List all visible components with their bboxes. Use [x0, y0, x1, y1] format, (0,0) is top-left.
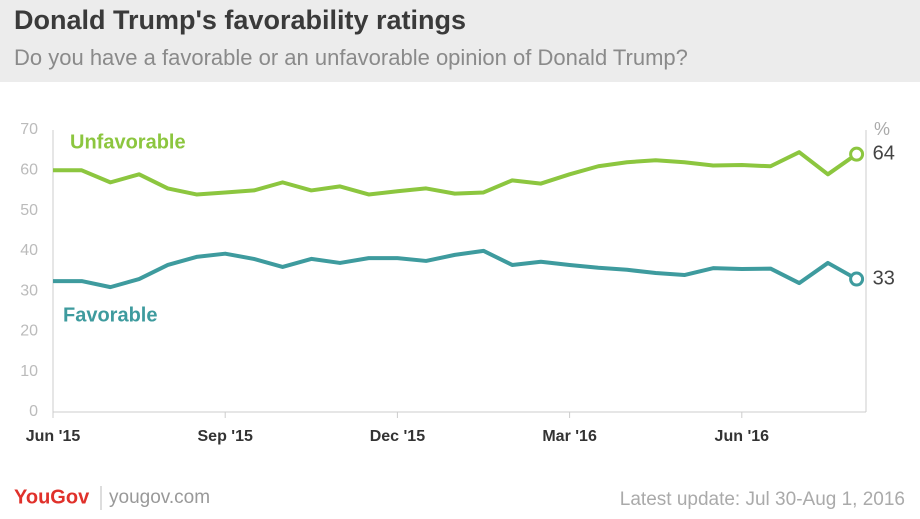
y-unit: % — [874, 119, 890, 139]
y-tick-label: 10 — [20, 363, 38, 380]
y-tick-label: 60 — [20, 162, 38, 179]
y-tick-label: 40 — [20, 242, 38, 259]
x-tick-label: Sep '15 — [198, 428, 253, 445]
end-marker — [849, 271, 865, 287]
series-line — [53, 248, 858, 290]
x-tick-label: Dec '15 — [370, 428, 426, 445]
x-tick-label: Jun '16 — [715, 428, 770, 445]
y-tick-label: 30 — [20, 282, 38, 299]
site: yougov.com — [109, 487, 210, 508]
series-label: Unfavorable — [70, 131, 186, 153]
y-tick-label: 70 — [20, 121, 38, 138]
header-band — [0, 0, 920, 82]
end-value-label: 33 — [873, 267, 895, 289]
chart-subtitle: Do you have a favorable or an unfavorabl… — [14, 45, 688, 70]
y-tick-label: 0 — [29, 403, 38, 420]
end-value-label: 64 — [873, 142, 895, 164]
end-marker — [849, 146, 865, 162]
y-tick-label: 20 — [20, 323, 38, 340]
chart-title: Donald Trump's favorability ratings — [14, 5, 466, 35]
x-tick-label: Jun '15 — [26, 428, 81, 445]
series-line — [53, 150, 858, 197]
x-tick-label: Mar '16 — [542, 428, 597, 445]
y-tick-label: 50 — [20, 202, 38, 219]
update-note: Latest update: Jul 30-Aug 1, 2016 — [620, 489, 905, 510]
series-label: Favorable — [63, 304, 157, 326]
brand: YouGov — [14, 486, 90, 508]
